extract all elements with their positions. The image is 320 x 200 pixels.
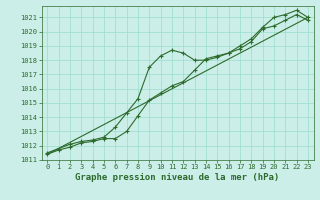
- X-axis label: Graphe pression niveau de la mer (hPa): Graphe pression niveau de la mer (hPa): [76, 173, 280, 182]
